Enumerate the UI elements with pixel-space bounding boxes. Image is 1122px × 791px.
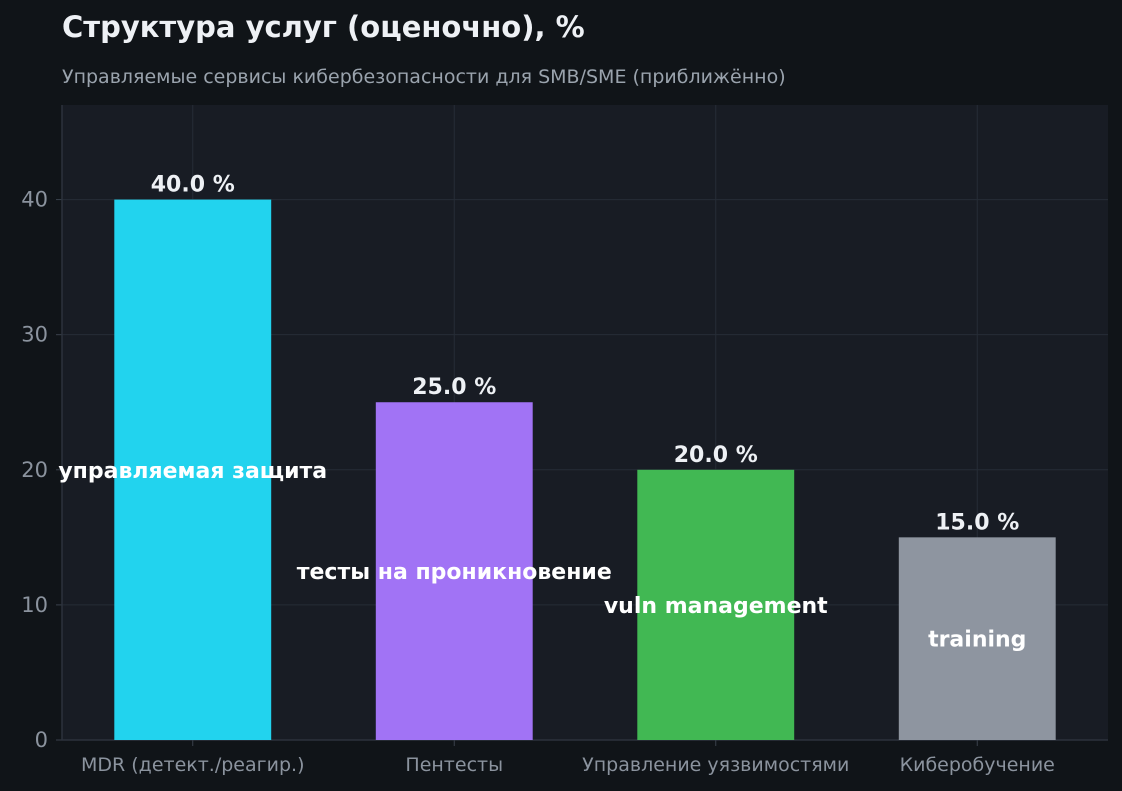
- x-tick-label: MDR (детект./реагир.): [81, 754, 304, 776]
- bar-value-label: 20.0 %: [674, 443, 758, 468]
- bar-inner-label: training: [928, 628, 1026, 653]
- y-tick-label: 10: [21, 593, 48, 617]
- chart-subtitle: Управляемые сервисы кибербезопасности дл…: [62, 66, 786, 88]
- y-tick-label: 40: [21, 188, 48, 212]
- bar: [898, 537, 1056, 740]
- bar-value-label: 15.0 %: [935, 510, 1019, 535]
- x-tick-label: Пентесты: [405, 754, 503, 776]
- bar-inner-label: тесты на проникновение: [297, 560, 612, 585]
- bar-inner-label: управляемая защита: [58, 459, 327, 484]
- bar: [375, 402, 533, 740]
- bar-value-label: 25.0 %: [412, 375, 496, 400]
- y-tick-label: 30: [21, 323, 48, 347]
- bar-value-label: 40.0 %: [151, 173, 235, 198]
- x-tick-label: Киберобучение: [900, 754, 1055, 776]
- bar: [114, 199, 272, 740]
- bar-inner-label: vuln management: [604, 594, 828, 619]
- y-tick-label: 20: [21, 458, 48, 482]
- y-tick-label: 0: [35, 728, 48, 752]
- x-tick-label: Управление уязвимостями: [582, 754, 849, 776]
- bar: [637, 469, 795, 740]
- chart-title: Структура услуг (оценочно), %: [62, 10, 585, 44]
